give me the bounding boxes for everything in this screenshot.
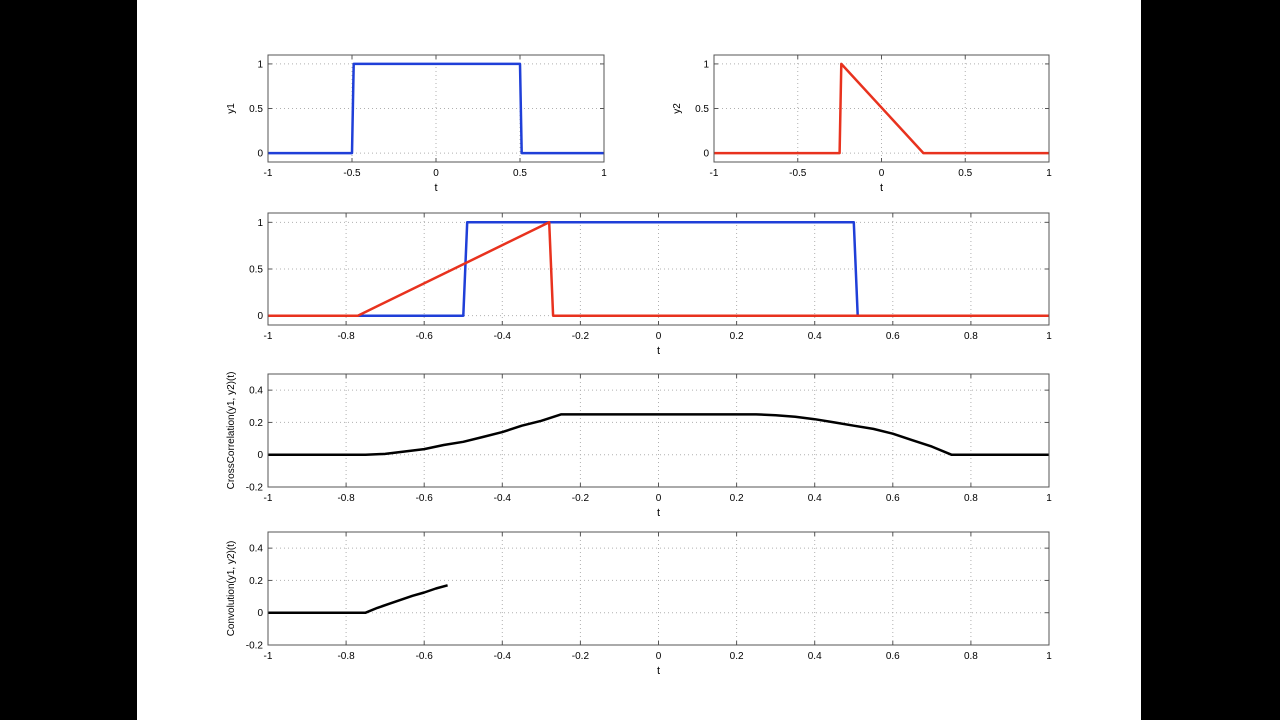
plot-3-x-tick-label: 0.4 [808,331,822,342]
plot-3-series-red [268,221,1049,317]
plot-2-axes-frame [713,54,1050,163]
plot-1-x-tick-label: 0 [433,168,439,179]
plot-4-x-tick-label: -0.6 [416,493,434,504]
plot-5-x-tick-label: 0.6 [886,651,900,662]
plot-4-x-tick-label: -0.8 [337,493,355,504]
plot-5-x-tick-label: 0.2 [730,651,744,662]
plot-2-x-axis-label: t [880,182,883,194]
plot-4-x-tick-label: -0.4 [494,493,512,504]
plot-1-y-tick-label: 0 [257,149,263,160]
plot-3-y-tick-label: 0.5 [249,265,263,276]
plot-3-axes-frame [267,212,1050,326]
plot-4-y-tick-label: 0.2 [249,418,263,429]
plot-3-x-tick-label: -0.8 [337,331,355,342]
plot-3-x-tick-label: 0 [656,331,662,342]
plot-2-series-red [714,62,1049,155]
plot-3-x-tick-label: -0.6 [416,331,434,342]
plot-1-y-tick-label: 0.5 [249,104,263,115]
plot-4-x-tick-label: 1 [1046,493,1052,504]
plot-4-x-axis-label: t [657,507,660,519]
plot-3-x-tick-label: -0.4 [494,331,512,342]
plot-2-x-tick-label: -1 [710,168,719,179]
plot-3-x-tick-label: 0.2 [730,331,744,342]
plot-4-x-tick-label: 0.6 [886,493,900,504]
plot-5-y-tick-label: -0.2 [246,641,264,652]
plot-4-axes-frame [267,373,1050,488]
figure-canvas: -1 -0.5 0 0.5 1 0 0.5 1 t y1 -1 -0.5 0 0.5 1 0 0.5 1 t y2 -1… [137,0,1141,720]
plot-5-x-tick-label: -0.2 [572,651,590,662]
plot-2-y-tick-label: 1 [703,59,709,70]
plot-2-y-axis-label: y2 [672,103,683,114]
plot-4-y-axis-label: CrossCorrelation(y1, y2)(t) [226,372,237,490]
plot-4-x-tick-label: -1 [264,493,273,504]
plot-4-x-tick-label: -0.2 [572,493,590,504]
plot-4-series-black [268,413,1049,456]
plot-4-x-tick-label: 0.4 [808,493,822,504]
plot-3-x-tick-label: 1 [1046,331,1052,342]
plot-3-x-tick-label: -1 [264,331,273,342]
plot-4-y-tick-label: -0.2 [246,483,264,494]
plots-svg: -1 -0.5 0 0.5 1 0 0.5 1 t y1 -1 -0.5 0 0.5 1 0 0.5 1 t y2 -1… [226,54,1052,677]
plot-3-x-axis-label: t [657,345,660,357]
plot-1-y-tick-label: 1 [257,59,263,70]
plot-5-x-axis-label: t [657,665,660,677]
plot-5-y-tick-label: 0.4 [249,544,263,555]
plot-5-axes-frame [267,531,1050,646]
plot-1-x-tick-label: -1 [264,168,273,179]
plot-5-y-tick-label: 0 [257,608,263,619]
plot-5-y-tick-label: 0.2 [249,576,263,587]
plot-2-x-tick-label: 0 [879,168,885,179]
plot-1-x-tick-label: 1 [601,168,607,179]
plot-3-x-tick-label: -0.2 [572,331,590,342]
plot-1-x-axis-label: t [434,182,437,194]
plot-2-y-tick-label: 0 [703,149,709,160]
plot-3-y-tick-label: 1 [257,218,263,229]
plot-1-axes-frame [267,54,605,163]
plot-4-x-tick-label: 0.8 [964,493,978,504]
plot-5-y-axis-label: Convolution(y1, y2)(t) [226,541,237,637]
plot-2-x-tick-label: 0.5 [958,168,972,179]
plot-4-y-tick-label: 0.4 [249,386,263,397]
plot-4-y-tick-label: 0 [257,450,263,461]
plot-3-y-tick-label: 0 [257,311,263,322]
plot-3-x-tick-label: 0.8 [964,331,978,342]
plot-1-x-tick-label: -0.5 [343,168,361,179]
plot-5-x-tick-label: 0.8 [964,651,978,662]
plot-5-x-tick-label: 0.4 [808,651,822,662]
plot-2-y-tick-label: 0.5 [695,104,709,115]
plot-3-x-tick-label: 0.6 [886,331,900,342]
plot-4-x-tick-label: 0 [656,493,662,504]
plot-5-x-tick-label: -1 [264,651,273,662]
plot-1-y-axis-label: y1 [226,103,237,114]
plot-4-x-tick-label: 0.2 [730,493,744,504]
plot-5-x-tick-label: -0.8 [337,651,355,662]
plot-5-series-black [268,584,448,614]
plot-5-x-tick-label: 1 [1046,651,1052,662]
plot-5-x-tick-label: -0.6 [416,651,434,662]
plot-5-x-tick-label: -0.4 [494,651,512,662]
plot-2-x-tick-label: 1 [1046,168,1052,179]
plot-1-x-tick-label: 0.5 [513,168,527,179]
plot-5-x-tick-label: 0 [656,651,662,662]
plot-2-x-tick-label: -0.5 [789,168,807,179]
plot-1-series-blue [268,62,604,155]
